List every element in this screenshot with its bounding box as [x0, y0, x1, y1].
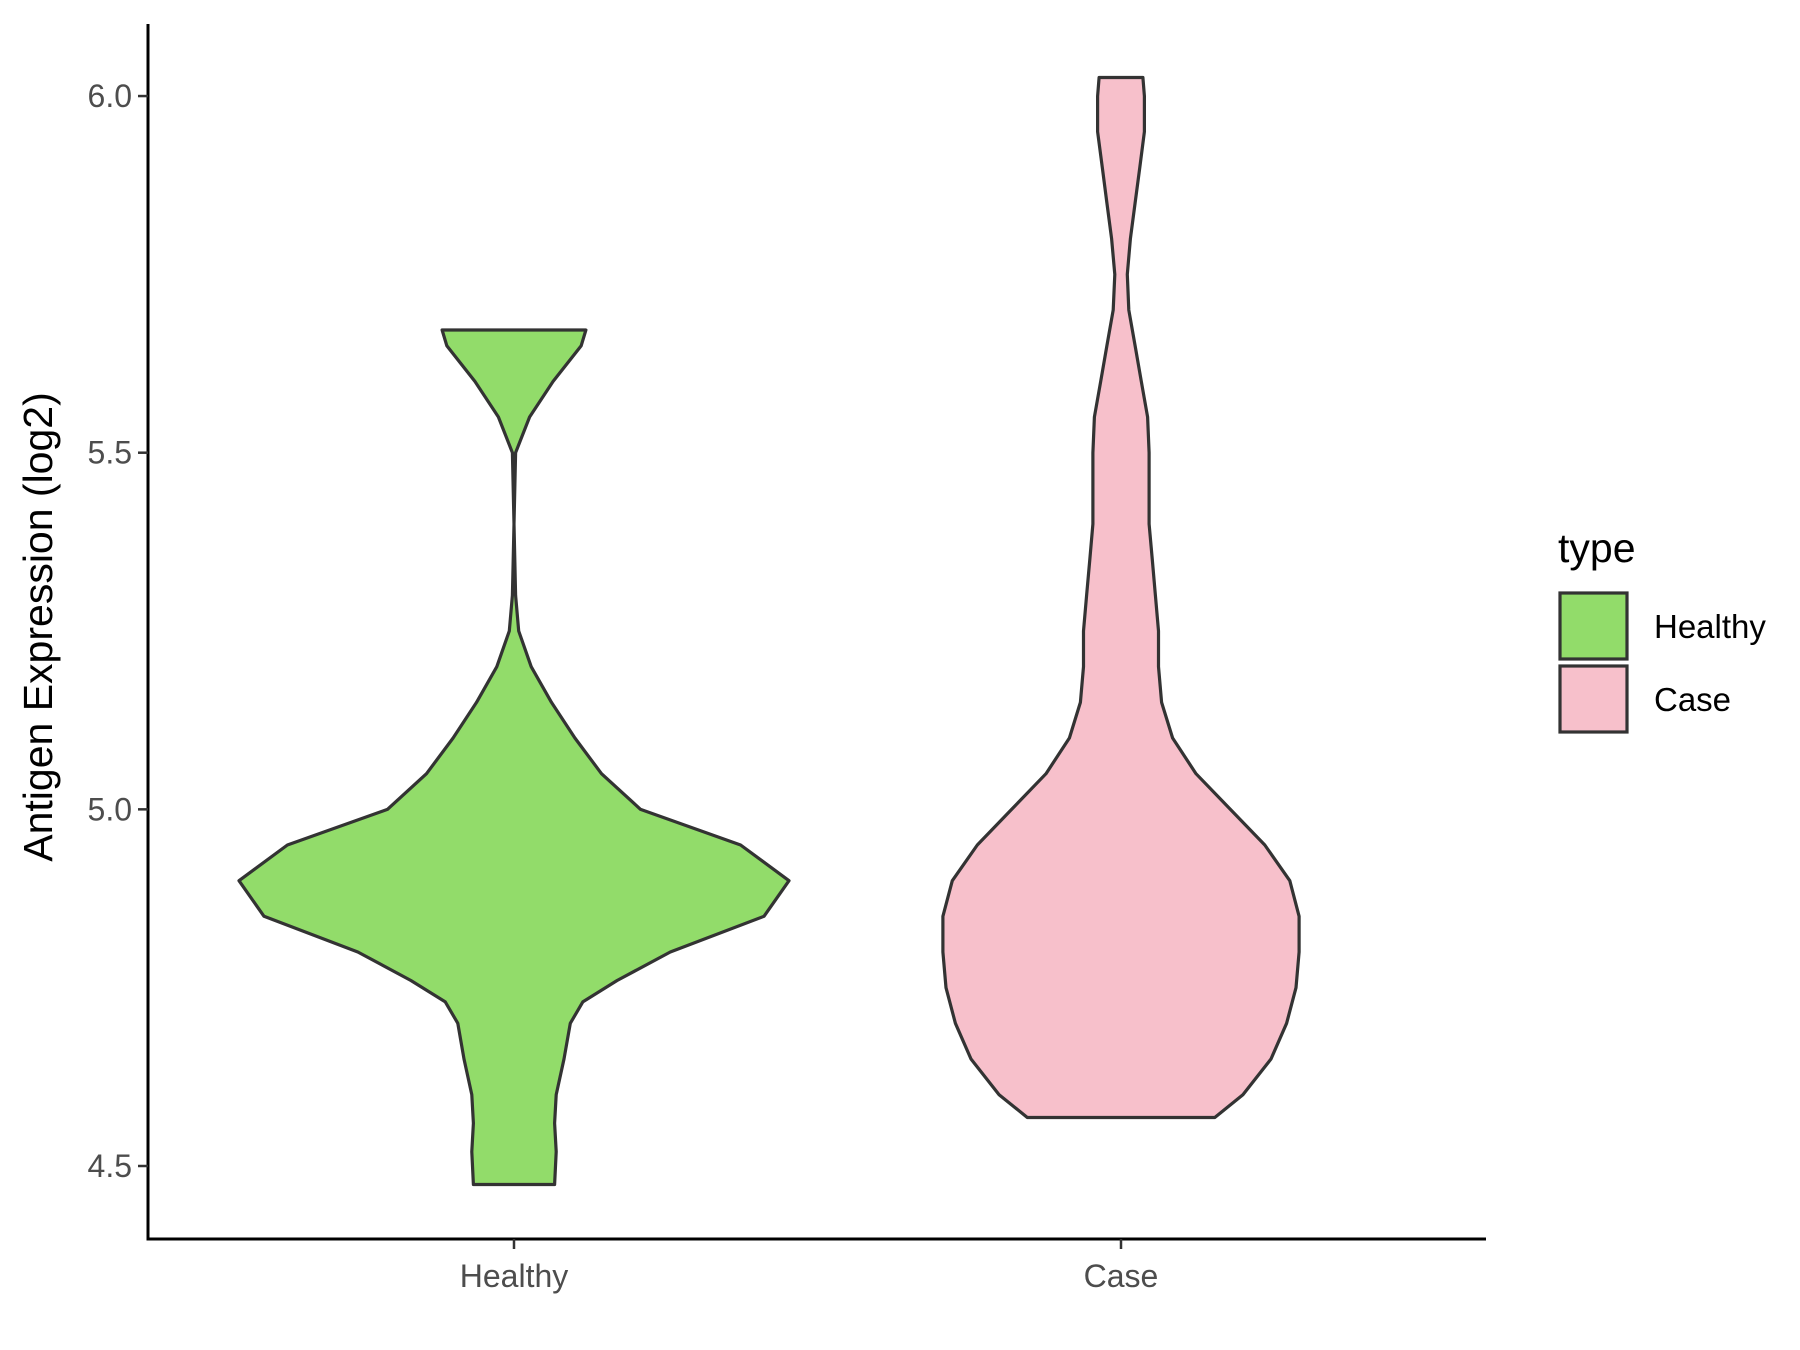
legend-swatch-case: [1558, 664, 1629, 734]
y-tick-label: 6.0: [88, 78, 132, 114]
x-tick-label: Healthy: [460, 1258, 569, 1294]
y-tick-label: 5.0: [88, 791, 132, 827]
x-tick-label: Case: [1084, 1258, 1159, 1294]
violin-layer: [237, 75, 1301, 1187]
y-tick-label: 5.5: [88, 435, 132, 471]
legend-swatch-healthy: [1558, 591, 1629, 661]
legend-label-healthy: Healthy: [1654, 608, 1766, 645]
violin-healthy: [237, 328, 791, 1187]
y-tick-label: 4.5: [88, 1148, 132, 1184]
violin-case: [941, 75, 1301, 1120]
y-axis-title: Antigen Expression (log2): [15, 392, 61, 861]
legend-label-case: Case: [1654, 681, 1731, 718]
legend: type Healthy Case: [1558, 525, 1766, 734]
axes-layer: 4.5 5.0 5.5 6.0 Healthy Case: [88, 24, 1486, 1294]
legend-title: type: [1558, 525, 1636, 571]
